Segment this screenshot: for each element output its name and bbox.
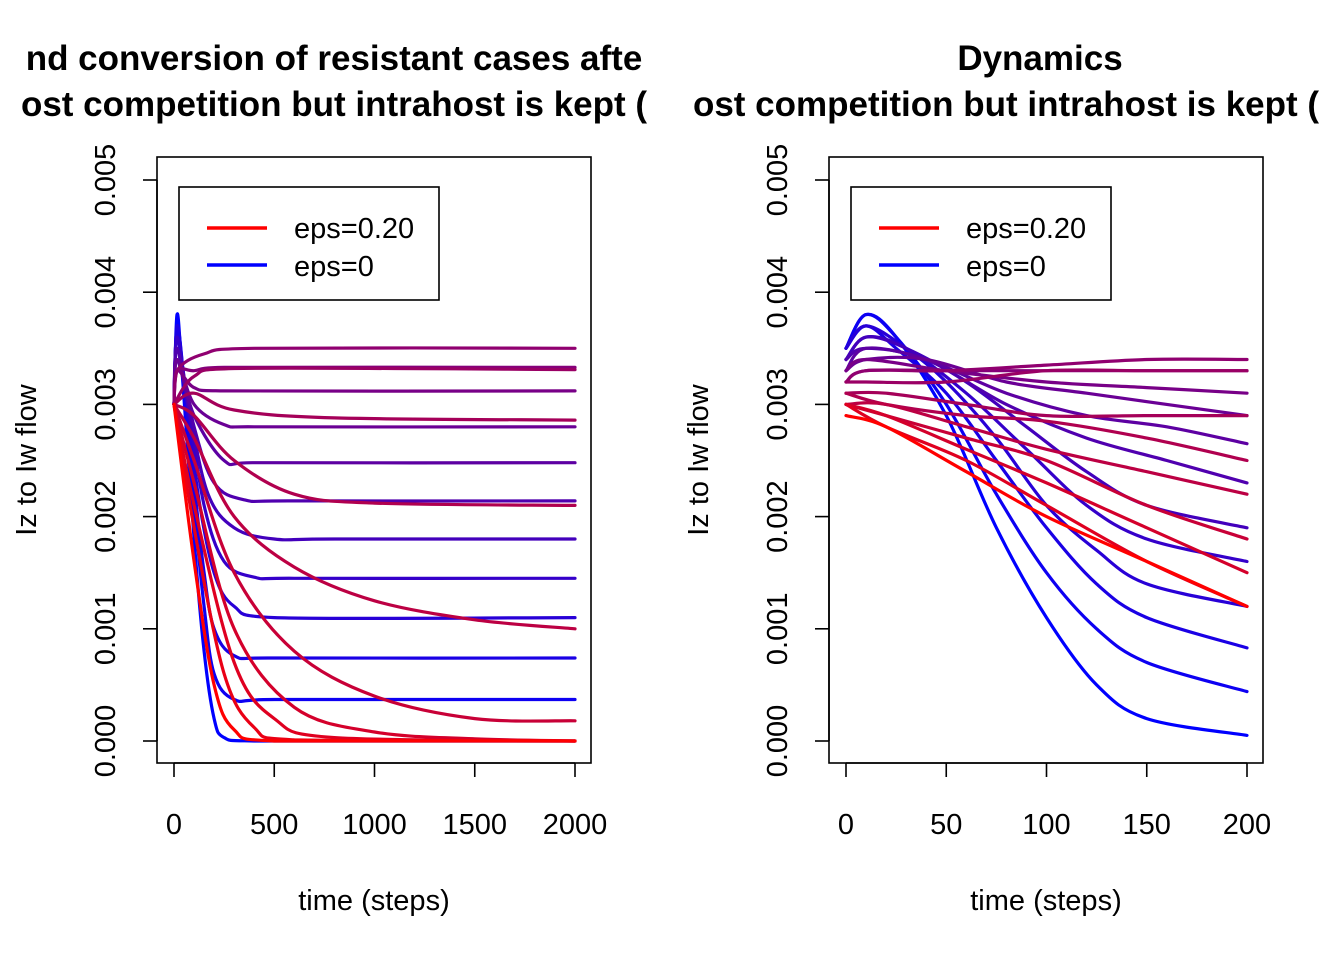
right-x-tick-label-0: 0	[838, 809, 854, 841]
left-series-line-5	[172, 346, 577, 542]
right-x-tick-label-2: 100	[1022, 809, 1070, 841]
right-x-axis-label: time (steps)	[970, 885, 1121, 917]
left-y-tick-label-5: 0.005	[90, 144, 122, 217]
right-y-axis-label: Iz to Iw flow	[683, 383, 715, 536]
left-series-line-9	[172, 368, 577, 406]
right-legend-label-eps020: eps=0.20	[966, 213, 1086, 245]
left-legend-box	[178, 186, 440, 301]
left-legend: eps=0.20 eps=0	[178, 186, 440, 301]
left-x-tick-label-1: 500	[250, 809, 298, 841]
left-series-line-17	[172, 402, 577, 743]
left-y-tick-label-1: 0.001	[90, 593, 122, 666]
right-series-line-0	[844, 312, 1249, 737]
right-series-line-19	[844, 414, 1249, 608]
left-x-tick-label-0: 0	[166, 809, 182, 841]
right-chart-panel: Dynamics ost competition but intrahost i…	[683, 39, 1319, 917]
right-series-line-12	[844, 368, 1249, 385]
left-series-line-1	[172, 324, 577, 703]
left-chart-title-line1: nd conversion of resistant cases afte	[26, 39, 643, 78]
right-series-line-1	[844, 312, 1249, 694]
right-x-tick-label-4: 200	[1223, 809, 1271, 841]
right-series-line-17	[844, 402, 1249, 575]
left-series-line-3	[172, 335, 577, 621]
left-series-line-20	[172, 402, 577, 743]
left-series-line-12	[172, 366, 577, 406]
left-x-axis: 0 500 1000 1500 2000	[166, 762, 608, 841]
left-x-tick-label-4: 2000	[543, 809, 608, 841]
left-y-tick-label-0: 0.000	[90, 705, 122, 778]
left-series-line-10	[172, 365, 577, 406]
right-chart-title-line1: Dynamics	[957, 39, 1122, 78]
right-y-tick-label-0: 0.000	[762, 705, 794, 778]
right-chart-title-line2: ost competition but intrahost is kept (	[693, 85, 1319, 124]
right-legend-label-eps0: eps=0	[966, 251, 1046, 283]
left-x-tick-label-3: 1500	[442, 809, 507, 841]
right-x-tick-label-1: 50	[930, 809, 962, 841]
right-y-tick-label-5: 0.005	[762, 144, 794, 217]
right-y-tick-label-3: 0.003	[762, 368, 794, 441]
left-series-layer	[172, 312, 577, 743]
left-series-line-13	[172, 391, 577, 422]
left-series-line-16	[172, 402, 577, 723]
left-series-line-4	[172, 335, 577, 581]
left-series-line-11	[172, 346, 577, 406]
left-y-tick-label-4: 0.004	[90, 256, 122, 329]
left-series-line-2	[172, 324, 577, 661]
right-series-line-9	[844, 357, 1249, 395]
left-series-line-6	[172, 346, 577, 504]
left-series-line-8	[172, 357, 577, 429]
right-series-line-2	[844, 324, 1249, 650]
left-chart-title-line2: ost competition but intrahost is kept (	[21, 85, 647, 124]
right-y-tick-label-1: 0.001	[762, 593, 794, 666]
left-series-line-7	[172, 357, 577, 467]
right-legend-box	[850, 186, 1112, 301]
left-legend-label-eps020: eps=0.20	[294, 213, 414, 245]
left-x-tick-label-2: 1000	[342, 809, 407, 841]
left-y-axis: 0.000 0.001 0.002 0.003 0.004 0.005	[90, 144, 158, 778]
left-x-axis-label: time (steps)	[298, 885, 449, 917]
right-series-line-7	[844, 346, 1249, 446]
left-series-line-14	[172, 402, 577, 507]
right-series-line-18	[844, 402, 1249, 608]
right-legend: eps=0.20 eps=0	[850, 186, 1112, 301]
right-series-line-15	[844, 401, 1249, 496]
left-chart-panel: nd conversion of resistant cases afte os…	[11, 39, 647, 917]
left-y-tick-label-2: 0.002	[90, 480, 122, 553]
left-y-tick-label-3: 0.003	[90, 368, 122, 441]
right-series-line-11	[844, 357, 1249, 384]
right-y-tick-label-2: 0.002	[762, 480, 794, 553]
right-y-tick-label-4: 0.004	[762, 256, 794, 329]
left-series-line-15	[172, 402, 577, 631]
right-x-axis: 0 50 100 150 200	[838, 762, 1271, 841]
right-x-tick-label-3: 150	[1123, 809, 1171, 841]
left-legend-label-eps0: eps=0	[294, 251, 374, 283]
right-y-axis: 0.000 0.001 0.002 0.003 0.004 0.005	[762, 144, 830, 778]
left-y-axis-label: Iz to Iw flow	[11, 383, 43, 536]
right-series-layer	[844, 312, 1249, 737]
right-series-line-13	[844, 390, 1249, 419]
